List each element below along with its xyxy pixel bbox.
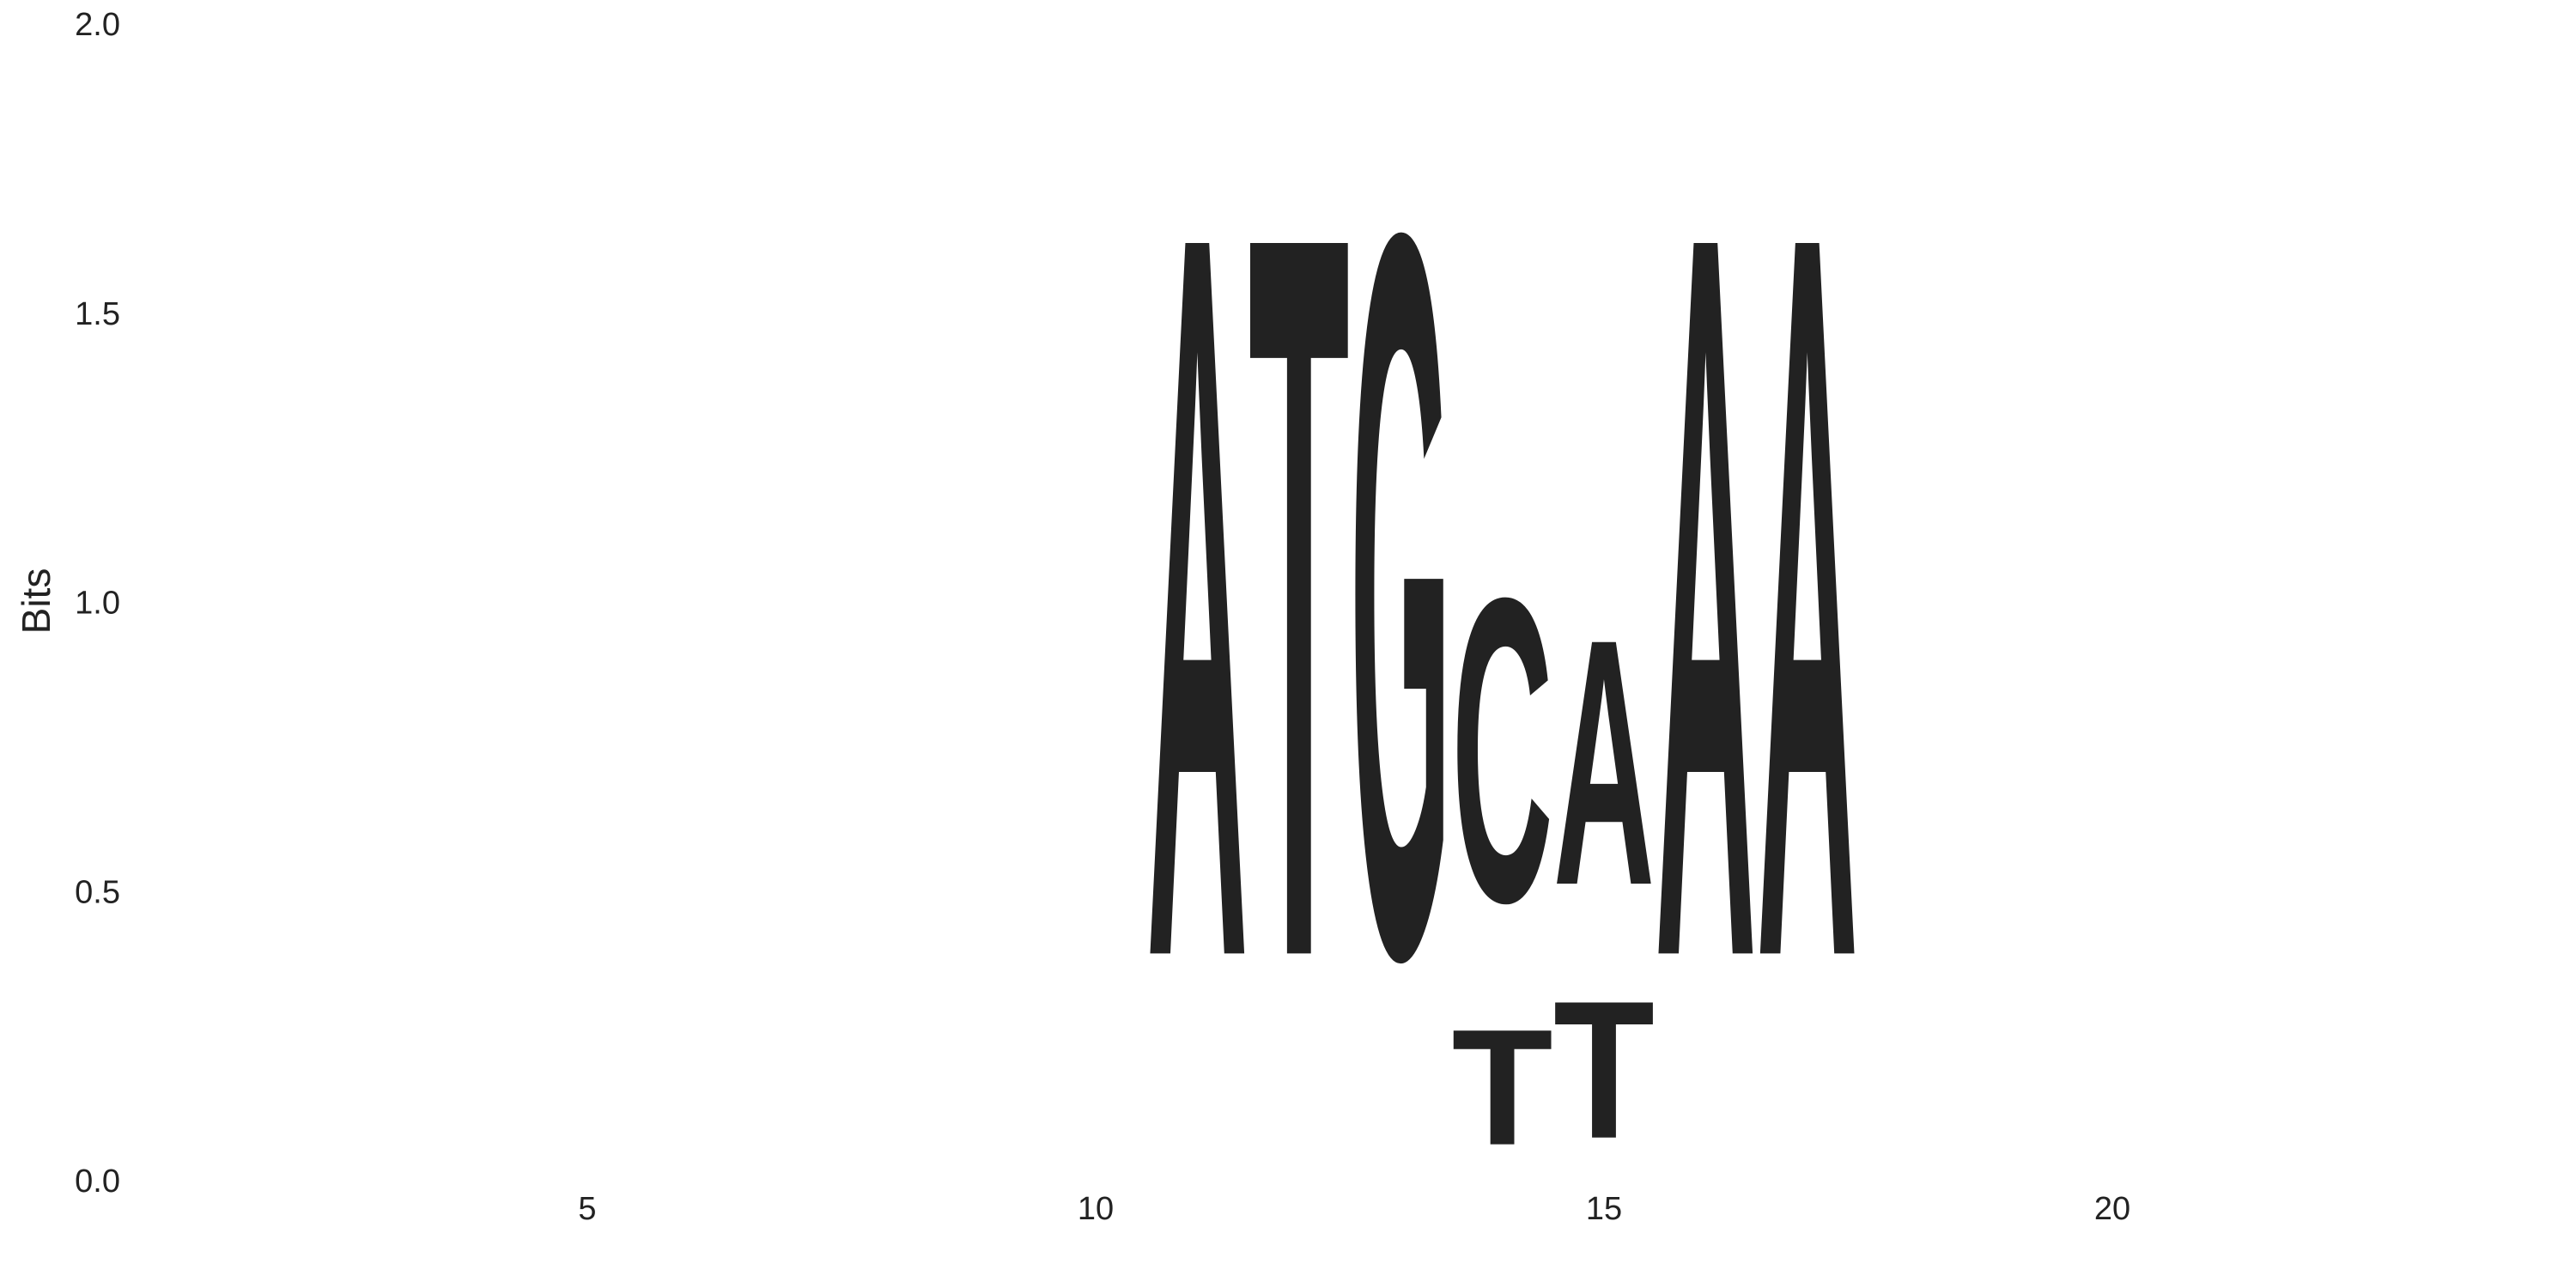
x-tick-label: 20 bbox=[2094, 1191, 2130, 1227]
logo-letter-t: T bbox=[1553, 959, 1655, 1179]
x-axis-ticks: 5 10 15 20 bbox=[578, 1191, 2130, 1227]
y-tick-label: 2.0 bbox=[75, 7, 120, 43]
logo-letter-t: T bbox=[1452, 994, 1553, 1180]
y-tick-label: 0.5 bbox=[75, 874, 120, 910]
logo-letter-a: A bbox=[1553, 566, 1655, 958]
y-axis-ticks: 0.0 0.5 1.0 1.5 2.0 bbox=[75, 7, 120, 1200]
logo-letter-c: C bbox=[1452, 507, 1553, 993]
logo-letter-t: T bbox=[1249, 18, 1350, 1173]
logo-letter-a: A bbox=[1146, 19, 1248, 1173]
x-tick-label: 15 bbox=[1586, 1191, 1622, 1227]
x-tick-label: 5 bbox=[578, 1191, 596, 1227]
y-tick-label: 0.0 bbox=[75, 1163, 120, 1200]
y-tick-label: 1.5 bbox=[75, 296, 120, 332]
y-tick-label: 1.0 bbox=[75, 586, 120, 622]
logo-letter-a: A bbox=[1655, 19, 1756, 1173]
logo-letter-a: A bbox=[1757, 19, 1858, 1173]
y-axis-title: Bits bbox=[14, 568, 58, 635]
logo-letter-g: G bbox=[1350, 19, 1451, 1173]
x-tick-label: 10 bbox=[1078, 1191, 1114, 1227]
